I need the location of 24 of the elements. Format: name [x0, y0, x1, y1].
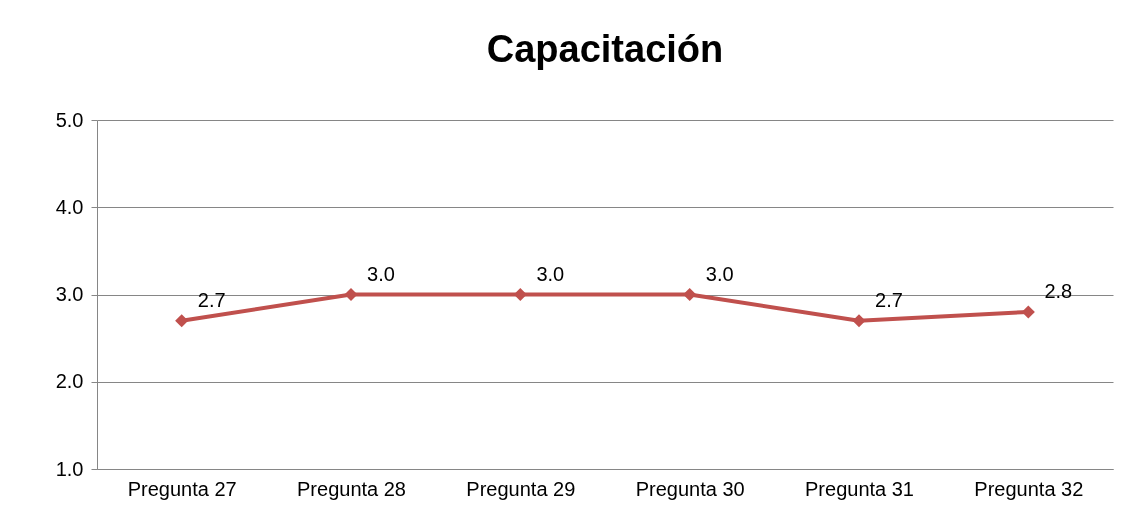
- point: [175, 314, 189, 328]
- data-label: 2.7: [875, 288, 903, 311]
- y-tick-label: 4.0: [55, 195, 84, 218]
- y-tick-label: 1.0: [55, 457, 84, 480]
- data-label: 2.7: [197, 288, 226, 311]
- data-label: 3.0: [705, 262, 734, 285]
- point: [513, 287, 527, 302]
- data-label: 3.0: [367, 262, 395, 285]
- point: [852, 314, 866, 328]
- point: [344, 287, 358, 302]
- y-tick-label: 3.0: [55, 283, 84, 305]
- y-tick-label: 5.0: [55, 108, 84, 131]
- x-tick-label: Pregunta 31: [805, 477, 914, 500]
- x-tick-label: Pregunta 29: [466, 477, 576, 500]
- chart-title: Capacitación: [486, 28, 724, 70]
- x-tick-label: Pregunta 27: [127, 477, 237, 500]
- point: [683, 287, 697, 302]
- data-label: 2.8: [1044, 279, 1073, 302]
- point: [1021, 305, 1035, 319]
- y-tick-label: 2.0: [55, 370, 84, 393]
- x-tick-label: Pregunta 28: [297, 477, 406, 500]
- x-tick-label: Pregunta 30: [635, 477, 745, 500]
- x-tick-label: Pregunta 32: [974, 477, 1084, 500]
- data-label: 3.0: [536, 262, 565, 285]
